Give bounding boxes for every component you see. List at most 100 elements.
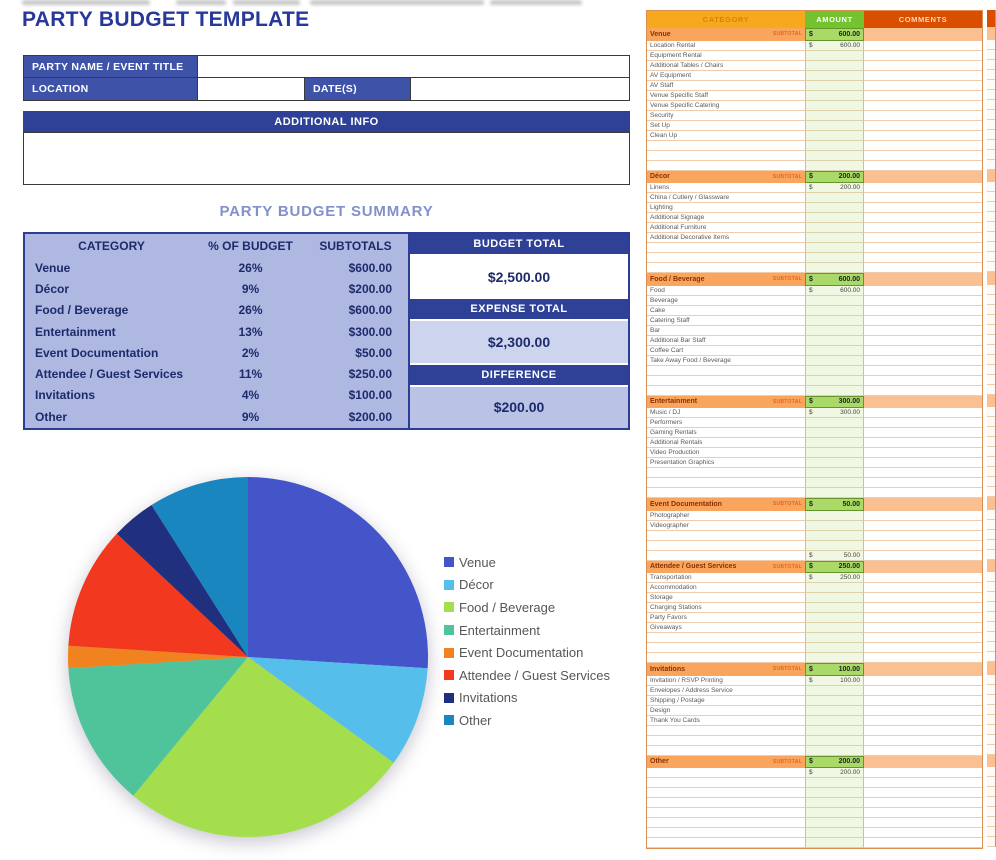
additional-info-input[interactable] — [23, 132, 630, 185]
item-amount-cell[interactable] — [805, 130, 864, 141]
item-comment-cell[interactable] — [864, 768, 982, 778]
item-amount-cell[interactable] — [805, 335, 864, 346]
item-amount-cell[interactable] — [805, 428, 864, 438]
item-comment-cell[interactable] — [864, 686, 982, 696]
item-label-cell[interactable]: Shipping / Postage — [647, 696, 805, 706]
item-amount-cell[interactable] — [805, 838, 864, 848]
item-label-cell[interactable] — [647, 736, 805, 746]
item-amount-cell[interactable]: $600.00 — [805, 285, 864, 296]
item-amount-cell[interactable] — [805, 705, 864, 716]
item-label-cell[interactable]: Lighting — [647, 203, 805, 213]
item-comment-cell[interactable] — [864, 346, 982, 356]
item-comment-cell[interactable] — [864, 263, 982, 273]
item-comment-cell[interactable] — [864, 818, 982, 828]
item-label-cell[interactable]: AV Staff — [647, 81, 805, 91]
section-subtotal-amount-cell[interactable]: $600.00 — [805, 273, 864, 286]
item-label-cell[interactable] — [647, 768, 805, 778]
item-label-cell[interactable] — [647, 376, 805, 386]
item-amount-cell[interactable] — [805, 448, 864, 458]
item-label-cell[interactable] — [647, 653, 805, 663]
item-amount-cell[interactable] — [805, 418, 864, 428]
item-amount-cell[interactable] — [805, 60, 864, 71]
item-comment-cell[interactable] — [864, 838, 982, 848]
item-comment-cell[interactable] — [864, 676, 982, 686]
item-comment-cell[interactable] — [864, 778, 982, 788]
item-comment-cell[interactable] — [864, 716, 982, 726]
item-amount-cell[interactable] — [805, 808, 864, 818]
item-amount-cell[interactable] — [805, 725, 864, 736]
item-amount-cell[interactable] — [805, 110, 864, 121]
item-amount-cell[interactable]: $100.00 — [805, 675, 864, 686]
item-label-cell[interactable]: Performers — [647, 418, 805, 428]
item-amount-cell[interactable] — [805, 735, 864, 746]
item-label-cell[interactable]: AV Equipment — [647, 71, 805, 81]
item-comment-cell[interactable] — [864, 111, 982, 121]
item-comment-cell[interactable] — [864, 551, 982, 561]
item-amount-cell[interactable] — [805, 603, 864, 613]
item-amount-cell[interactable] — [805, 193, 864, 203]
item-amount-cell[interactable] — [805, 150, 864, 161]
item-amount-cell[interactable] — [805, 520, 864, 531]
item-amount-cell[interactable] — [805, 530, 864, 541]
item-comment-cell[interactable] — [864, 91, 982, 101]
item-label-cell[interactable] — [647, 141, 805, 151]
item-comment-cell[interactable] — [864, 541, 982, 551]
item-label-cell[interactable]: Charging Stations — [647, 603, 805, 613]
item-amount-cell[interactable] — [805, 223, 864, 233]
item-amount-cell[interactable] — [805, 653, 864, 663]
item-amount-cell[interactable] — [805, 100, 864, 111]
section-comments-cell[interactable] — [864, 170, 982, 183]
section-subtotal-amount-cell[interactable]: $50.00 — [805, 498, 864, 511]
item-comment-cell[interactable] — [864, 51, 982, 61]
item-amount-cell[interactable] — [805, 828, 864, 838]
item-amount-cell[interactable] — [805, 80, 864, 91]
item-label-cell[interactable]: Cake — [647, 306, 805, 316]
item-comment-cell[interactable] — [864, 726, 982, 736]
item-label-cell[interactable]: Set Up — [647, 121, 805, 131]
item-comment-cell[interactable] — [864, 41, 982, 51]
item-label-cell[interactable]: Additional Rentals — [647, 438, 805, 448]
section-name-cell[interactable]: Attendee / Guest Services SUBTOTAL — [647, 560, 805, 573]
item-label-cell[interactable] — [647, 531, 805, 541]
item-comment-cell[interactable] — [864, 828, 982, 838]
item-amount-cell[interactable] — [805, 385, 864, 396]
section-comments-cell[interactable] — [864, 663, 982, 676]
item-label-cell[interactable] — [647, 838, 805, 848]
item-comment-cell[interactable] — [864, 438, 982, 448]
section-comments-cell[interactable] — [864, 28, 982, 41]
item-label-cell[interactable]: Venue Specific Catering — [647, 101, 805, 111]
item-label-cell[interactable]: Coffee Cart — [647, 346, 805, 356]
item-comment-cell[interactable] — [864, 593, 982, 603]
section-subtotal-amount-cell[interactable]: $200.00 — [805, 170, 864, 183]
item-comment-cell[interactable] — [864, 356, 982, 366]
item-amount-cell[interactable] — [805, 203, 864, 213]
item-comment-cell[interactable] — [864, 233, 982, 243]
item-label-cell[interactable]: Video Production — [647, 448, 805, 458]
item-amount-cell[interactable] — [805, 160, 864, 171]
item-label-cell[interactable] — [647, 808, 805, 818]
item-label-cell[interactable] — [647, 263, 805, 273]
item-label-cell[interactable] — [647, 151, 805, 161]
item-label-cell[interactable]: Additional Signage — [647, 213, 805, 223]
section-comments-cell[interactable] — [864, 755, 982, 768]
item-label-cell[interactable] — [647, 366, 805, 376]
item-amount-cell[interactable] — [805, 213, 864, 223]
item-amount-cell[interactable] — [805, 315, 864, 326]
item-comment-cell[interactable] — [864, 306, 982, 316]
item-label-cell[interactable]: Additional Tables / Chairs — [647, 61, 805, 71]
item-comment-cell[interactable] — [864, 223, 982, 233]
section-name-cell[interactable]: Venue SUBTOTAL — [647, 28, 805, 41]
item-label-cell[interactable] — [647, 253, 805, 263]
item-comment-cell[interactable] — [864, 376, 982, 386]
item-comment-cell[interactable] — [864, 151, 982, 161]
item-comment-cell[interactable] — [864, 746, 982, 756]
item-comment-cell[interactable] — [864, 101, 982, 111]
item-comment-cell[interactable] — [864, 121, 982, 131]
item-label-cell[interactable]: Linens — [647, 183, 805, 193]
item-comment-cell[interactable] — [864, 531, 982, 541]
item-comment-cell[interactable] — [864, 81, 982, 91]
section-comments-cell[interactable] — [864, 560, 982, 573]
item-comment-cell[interactable] — [864, 521, 982, 531]
section-subtotal-amount-cell[interactable]: $250.00 — [805, 560, 864, 573]
item-comment-cell[interactable] — [864, 696, 982, 706]
